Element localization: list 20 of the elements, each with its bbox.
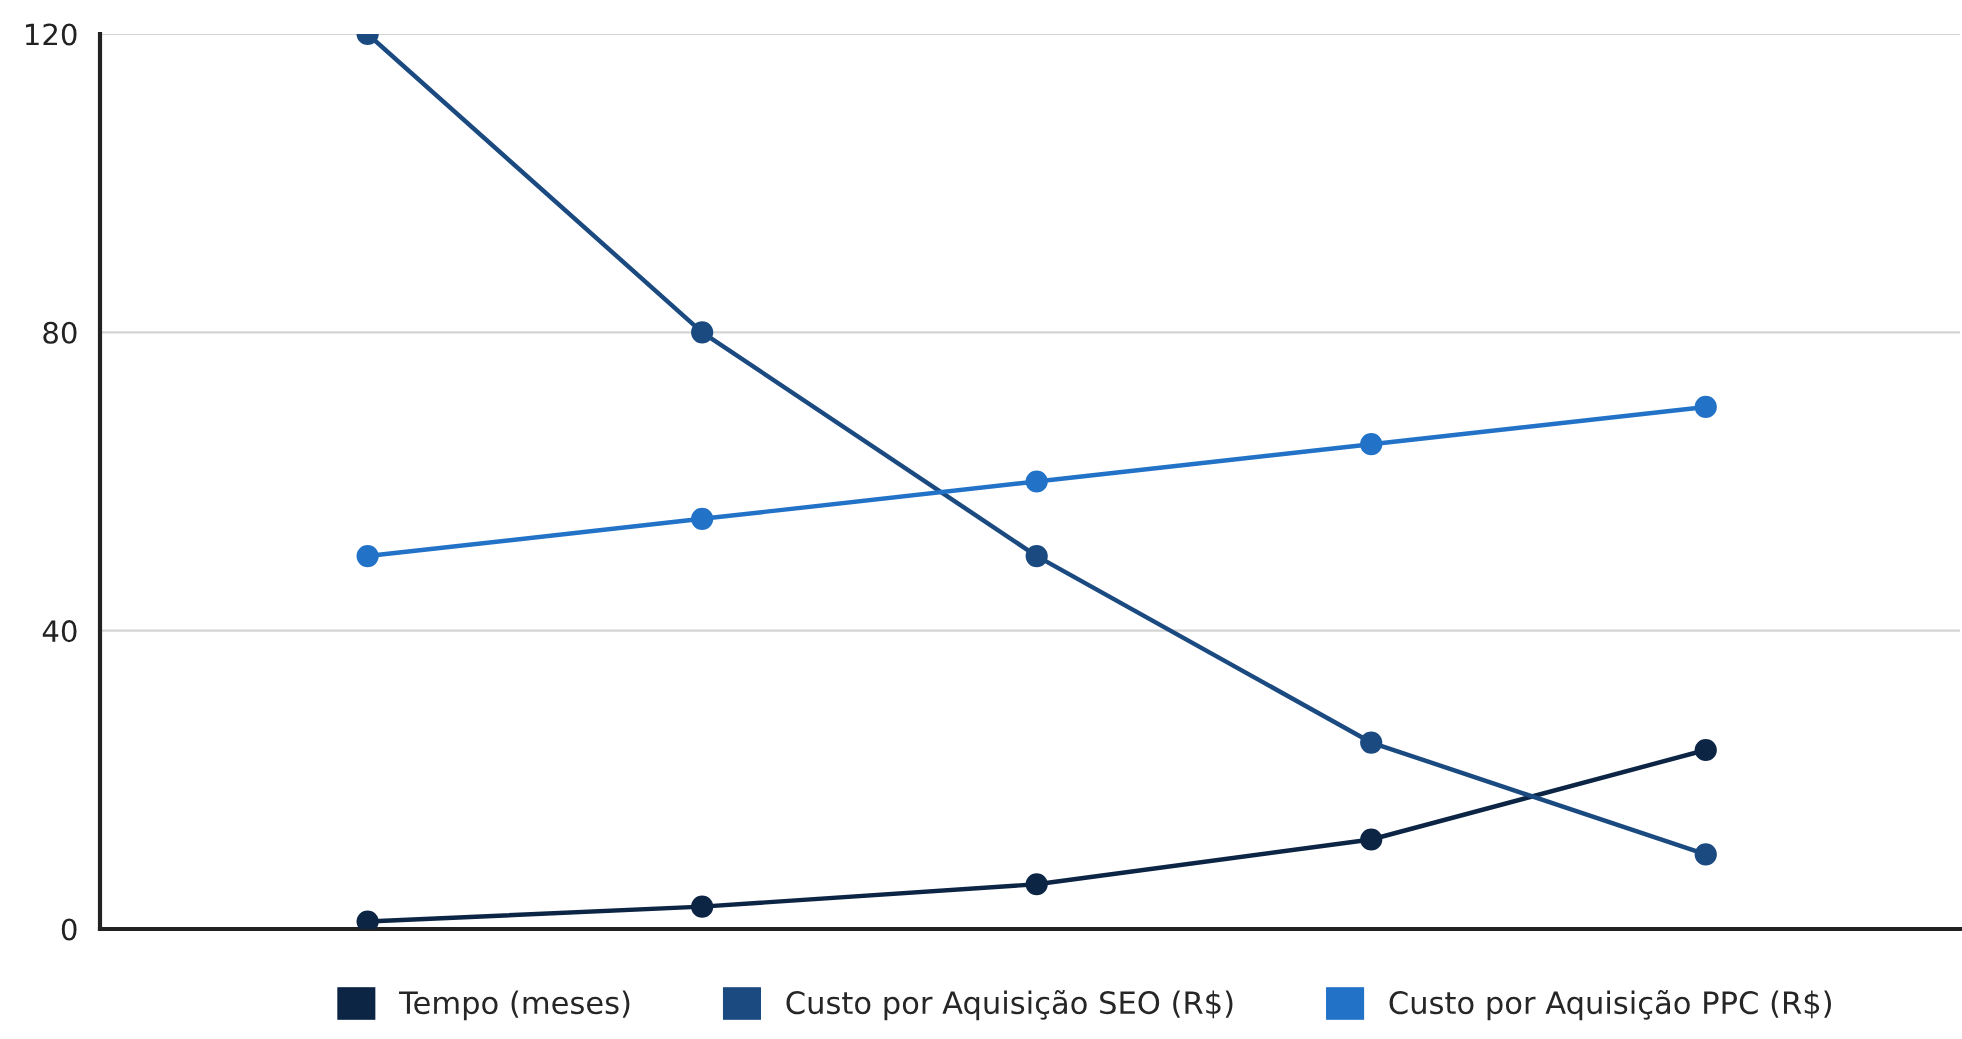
legend-label: Custo por Aquisição SEO (R$) [786, 990, 1233, 1021]
point [1360, 731, 1383, 754]
point [1694, 843, 1717, 866]
point [1025, 873, 1048, 896]
legend-label: Custo por Aquisição PPC (R$) [1389, 990, 1831, 1021]
point [691, 507, 714, 530]
y-tick-label: 40 [42, 620, 77, 643]
point [691, 321, 714, 344]
point [356, 544, 379, 568]
point [1694, 395, 1717, 419]
y-tick-label: 80 [43, 321, 77, 344]
legend-label: Tempo (meses) [399, 990, 630, 1021]
y-tick-label: 120 [26, 23, 77, 46]
point [1360, 433, 1383, 456]
point [1694, 738, 1717, 762]
y-tick-label: 0 [61, 918, 77, 941]
point [691, 895, 714, 918]
point [1360, 828, 1383, 851]
point [1025, 544, 1048, 568]
point [1025, 470, 1048, 493]
